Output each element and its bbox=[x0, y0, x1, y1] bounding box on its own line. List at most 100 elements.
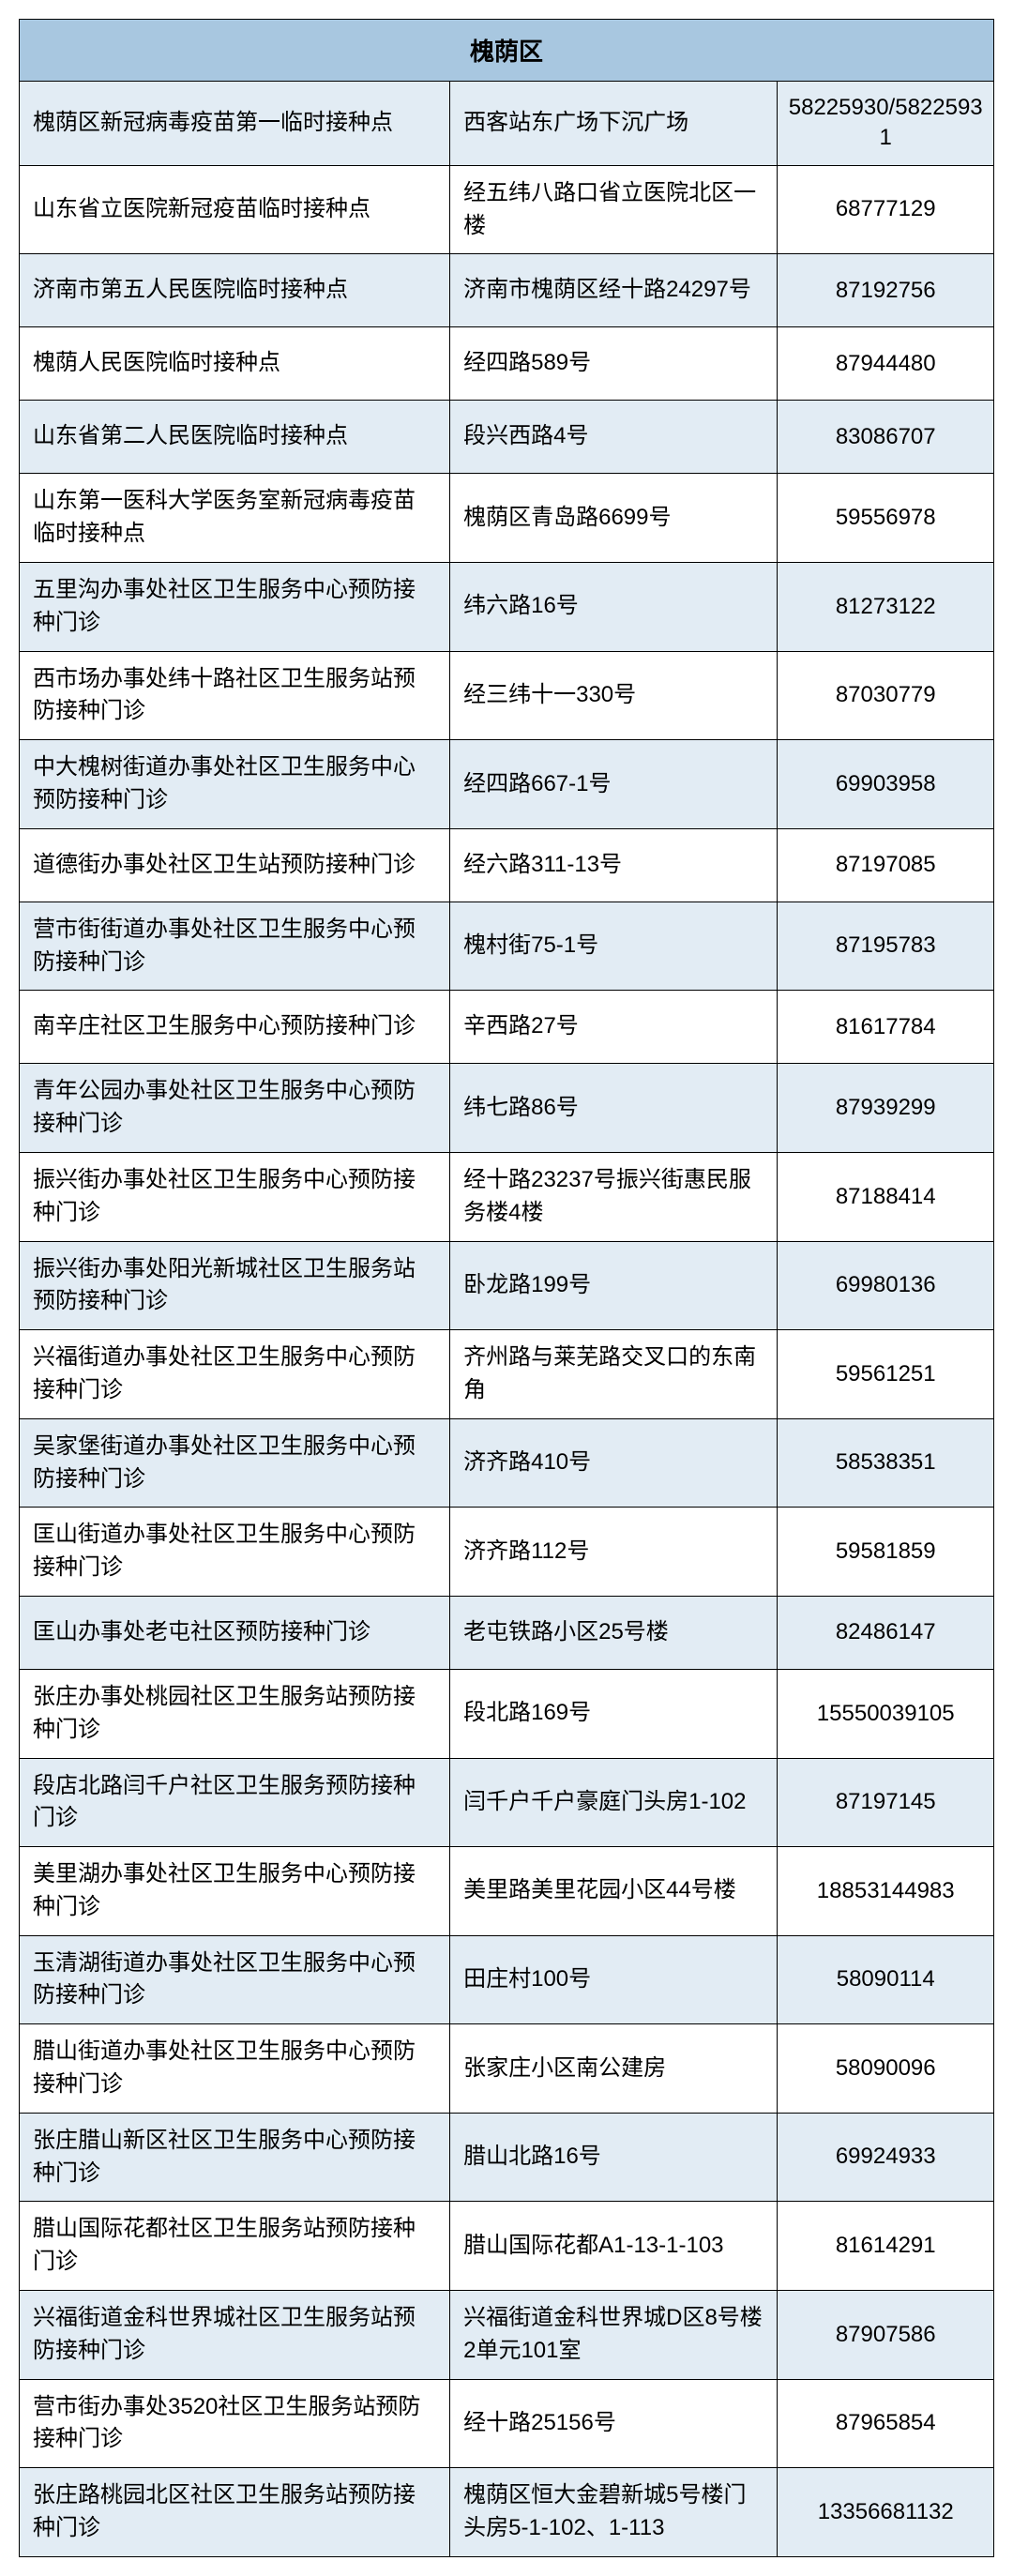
site-phone-cell: 87939299 bbox=[778, 1064, 993, 1152]
site-address-cell: 腊山国际花都A1-13-1-103 bbox=[450, 2202, 778, 2290]
site-name-cell: 兴福街道金科世界城社区卫生服务站预防接种门诊 bbox=[20, 2291, 450, 2379]
site-phone-cell: 68777129 bbox=[778, 166, 993, 254]
site-phone-cell: 18853144983 bbox=[778, 1847, 993, 1935]
site-address-cell: 老屯铁路小区25号楼 bbox=[450, 1597, 778, 1669]
site-name-cell: 西市场办事处纬十路社区卫生服务站预防接种门诊 bbox=[20, 652, 450, 740]
table-row: 五里沟办事处社区卫生服务中心预防接种门诊纬六路16号81273122 bbox=[20, 563, 993, 652]
site-name-cell: 济南市第五人民医院临时接种点 bbox=[20, 254, 450, 326]
site-address-cell: 齐州路与莱芜路交叉口的东南角 bbox=[450, 1330, 778, 1418]
site-name-cell: 山东省立医院新冠疫苗临时接种点 bbox=[20, 166, 450, 254]
table-row: 青年公园办事处社区卫生服务中心预防接种门诊纬七路86号87939299 bbox=[20, 1064, 993, 1153]
site-phone-cell: 87192756 bbox=[778, 254, 993, 326]
site-address-cell: 西客站东广场下沉广场 bbox=[450, 82, 778, 165]
table-row: 张庄路桃园北区社区卫生服务站预防接种门诊槐荫区恒大金碧新城5号楼门头房5-1-1… bbox=[20, 2468, 993, 2556]
table-row: 槐荫人民医院临时接种点经四路589号87944480 bbox=[20, 327, 993, 401]
table-row: 匡山街道办事处社区卫生服务中心预防接种门诊济齐路112号59581859 bbox=[20, 1508, 993, 1597]
table-row: 西市场办事处纬十路社区卫生服务站预防接种门诊经三纬十一330号87030779 bbox=[20, 652, 993, 741]
table-row: 美里湖办事处社区卫生服务中心预防接种门诊美里路美里花园小区44号楼1885314… bbox=[20, 1847, 993, 1936]
site-address-cell: 张家庄小区南公建房 bbox=[450, 2024, 778, 2113]
table-row: 兴福街道金科世界城社区卫生服务站预防接种门诊兴福街道金科世界城D区8号楼2单元1… bbox=[20, 2291, 993, 2380]
table-row: 营市街街道办事处社区卫生服务中心预防接种门诊槐村街75-1号87195783 bbox=[20, 902, 993, 992]
site-address-cell: 经六路311-13号 bbox=[450, 829, 778, 902]
site-address-cell: 卧龙路199号 bbox=[450, 1242, 778, 1330]
site-address-cell: 美里路美里花园小区44号楼 bbox=[450, 1847, 778, 1935]
site-name-cell: 槐荫区新冠病毒疫苗第一临时接种点 bbox=[20, 82, 450, 165]
site-address-cell: 经十路25156号 bbox=[450, 2380, 778, 2468]
table-row: 段店北路闫千户社区卫生服务预防接种门诊闫千户千户豪庭门头房1-102871971… bbox=[20, 1759, 993, 1848]
site-phone-cell: 69903958 bbox=[778, 740, 993, 828]
site-phone-cell: 59581859 bbox=[778, 1508, 993, 1596]
site-name-cell: 美里湖办事处社区卫生服务中心预防接种门诊 bbox=[20, 1847, 450, 1935]
table-row: 张庄办事处桃园社区卫生服务站预防接种门诊段北路169号15550039105 bbox=[20, 1670, 993, 1759]
site-address-cell: 济齐路112号 bbox=[450, 1508, 778, 1596]
table-row: 中大槐树街道办事处社区卫生服务中心预防接种门诊经四路667-1号69903958 bbox=[20, 740, 993, 829]
table-row: 振兴街办事处阳光新城社区卫生服务站预防接种门诊卧龙路199号69980136 bbox=[20, 1242, 993, 1331]
site-phone-cell: 83086707 bbox=[778, 401, 993, 473]
site-name-cell: 山东第一医科大学医务室新冠病毒疫苗临时接种点 bbox=[20, 474, 450, 562]
site-address-cell: 辛西路27号 bbox=[450, 991, 778, 1063]
site-phone-cell: 87188414 bbox=[778, 1153, 993, 1241]
site-name-cell: 张庄路桃园北区社区卫生服务站预防接种门诊 bbox=[20, 2468, 450, 2556]
site-phone-cell: 87944480 bbox=[778, 327, 993, 400]
site-address-cell: 闫千户千户豪庭门头房1-102 bbox=[450, 1759, 778, 1847]
table-row: 腊山国际花都社区卫生服务站预防接种门诊腊山国际花都A1-13-1-1038161… bbox=[20, 2202, 993, 2291]
table-row: 营市街办事处3520社区卫生服务站预防接种门诊经十路25156号87965854 bbox=[20, 2380, 993, 2469]
site-name-cell: 振兴街办事处社区卫生服务中心预防接种门诊 bbox=[20, 1153, 450, 1241]
site-phone-cell: 58090114 bbox=[778, 1936, 993, 2024]
site-name-cell: 南辛庄社区卫生服务中心预防接种门诊 bbox=[20, 991, 450, 1063]
site-phone-cell: 58538351 bbox=[778, 1419, 993, 1508]
site-name-cell: 张庄办事处桃园社区卫生服务站预防接种门诊 bbox=[20, 1670, 450, 1758]
site-name-cell: 兴福街道办事处社区卫生服务中心预防接种门诊 bbox=[20, 1330, 450, 1418]
vaccination-sites-table: 槐荫区 槐荫区新冠病毒疫苗第一临时接种点西客站东广场下沉广场58225930/5… bbox=[19, 19, 994, 2557]
site-phone-cell: 15550039105 bbox=[778, 1670, 993, 1758]
table-row: 南辛庄社区卫生服务中心预防接种门诊辛西路27号81617784 bbox=[20, 991, 993, 1064]
site-address-cell: 经四路667-1号 bbox=[450, 740, 778, 828]
table-row: 山东第一医科大学医务室新冠病毒疫苗临时接种点槐荫区青岛路6699号5955697… bbox=[20, 474, 993, 563]
site-address-cell: 田庄村100号 bbox=[450, 1936, 778, 2024]
site-address-cell: 槐村街75-1号 bbox=[450, 902, 778, 991]
site-name-cell: 吴家堡街道办事处社区卫生服务中心预防接种门诊 bbox=[20, 1419, 450, 1508]
site-phone-cell: 59561251 bbox=[778, 1330, 993, 1418]
site-phone-cell: 87195783 bbox=[778, 902, 993, 991]
site-name-cell: 匡山街道办事处社区卫生服务中心预防接种门诊 bbox=[20, 1508, 450, 1596]
site-address-cell: 槐荫区青岛路6699号 bbox=[450, 474, 778, 562]
site-phone-cell: 69980136 bbox=[778, 1242, 993, 1330]
site-phone-cell: 87030779 bbox=[778, 652, 993, 740]
table-body: 槐荫区新冠病毒疫苗第一临时接种点西客站东广场下沉广场58225930/58225… bbox=[20, 82, 993, 2556]
site-address-cell: 段北路169号 bbox=[450, 1670, 778, 1758]
site-name-cell: 振兴街办事处阳光新城社区卫生服务站预防接种门诊 bbox=[20, 1242, 450, 1330]
table-row: 山东省立医院新冠疫苗临时接种点经五纬八路口省立医院北区一楼68777129 bbox=[20, 166, 993, 255]
site-phone-cell: 81273122 bbox=[778, 563, 993, 651]
site-phone-cell: 59556978 bbox=[778, 474, 993, 562]
site-phone-cell: 87907586 bbox=[778, 2291, 993, 2379]
site-phone-cell: 13356681132 bbox=[778, 2468, 993, 2556]
table-row: 兴福街道办事处社区卫生服务中心预防接种门诊齐州路与莱芜路交叉口的东南角59561… bbox=[20, 1330, 993, 1419]
site-address-cell: 纬六路16号 bbox=[450, 563, 778, 651]
site-address-cell: 经四路589号 bbox=[450, 327, 778, 400]
site-name-cell: 道德街办事处社区卫生站预防接种门诊 bbox=[20, 829, 450, 902]
site-phone-cell: 58090096 bbox=[778, 2024, 993, 2113]
site-phone-cell: 87197085 bbox=[778, 829, 993, 902]
site-phone-cell: 87197145 bbox=[778, 1759, 993, 1847]
site-address-cell: 纬七路86号 bbox=[450, 1064, 778, 1152]
site-name-cell: 张庄腊山新区社区卫生服务中心预防接种门诊 bbox=[20, 2114, 450, 2202]
site-name-cell: 段店北路闫千户社区卫生服务预防接种门诊 bbox=[20, 1759, 450, 1847]
site-name-cell: 中大槐树街道办事处社区卫生服务中心预防接种门诊 bbox=[20, 740, 450, 828]
site-phone-cell: 81614291 bbox=[778, 2202, 993, 2290]
site-address-cell: 济齐路410号 bbox=[450, 1419, 778, 1508]
site-phone-cell: 81617784 bbox=[778, 991, 993, 1063]
site-name-cell: 青年公园办事处社区卫生服务中心预防接种门诊 bbox=[20, 1064, 450, 1152]
site-address-cell: 经十路23237号振兴街惠民服务楼4楼 bbox=[450, 1153, 778, 1241]
site-name-cell: 腊山国际花都社区卫生服务站预防接种门诊 bbox=[20, 2202, 450, 2290]
site-address-cell: 经五纬八路口省立医院北区一楼 bbox=[450, 166, 778, 254]
site-phone-cell: 58225930/58225931 bbox=[778, 82, 993, 165]
table-row: 张庄腊山新区社区卫生服务中心预防接种门诊腊山北路16号69924933 bbox=[20, 2114, 993, 2203]
site-phone-cell: 82486147 bbox=[778, 1597, 993, 1669]
table-row: 玉清湖街道办事处社区卫生服务中心预防接种门诊田庄村100号58090114 bbox=[20, 1936, 993, 2025]
site-name-cell: 匡山办事处老屯社区预防接种门诊 bbox=[20, 1597, 450, 1669]
table-row: 振兴街办事处社区卫生服务中心预防接种门诊经十路23237号振兴街惠民服务楼4楼8… bbox=[20, 1153, 993, 1242]
table-row: 槐荫区新冠病毒疫苗第一临时接种点西客站东广场下沉广场58225930/58225… bbox=[20, 82, 993, 166]
site-address-cell: 槐荫区恒大金碧新城5号楼门头房5-1-102、1-113 bbox=[450, 2468, 778, 2556]
table-header: 槐荫区 bbox=[20, 20, 993, 82]
table-row: 山东省第二人民医院临时接种点段兴西路4号83086707 bbox=[20, 401, 993, 474]
